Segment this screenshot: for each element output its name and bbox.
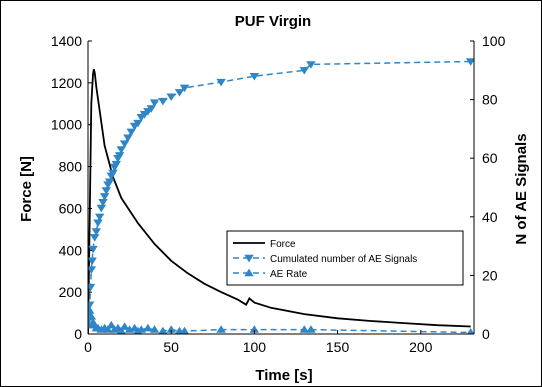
data-point <box>166 93 176 102</box>
data-point <box>119 140 130 148</box>
data-point <box>108 169 118 178</box>
data-point <box>94 213 105 222</box>
y-tick-label-right: 40 <box>482 209 498 225</box>
y-tick-label-left: 400 <box>59 242 83 258</box>
data-point <box>88 312 97 320</box>
data-point <box>174 89 185 97</box>
series-line <box>88 69 471 334</box>
data-point <box>143 323 153 332</box>
plot-area <box>88 41 474 334</box>
data-point <box>99 193 110 201</box>
data-point <box>216 325 226 333</box>
data-point <box>103 325 113 333</box>
data-point <box>98 198 108 207</box>
legend-label: Force <box>270 239 296 250</box>
y-tick-label-left: 600 <box>59 200 83 216</box>
y-tick-label-left: 800 <box>59 159 83 175</box>
data-point <box>465 58 474 66</box>
chart-title: PUF Virgin <box>235 13 311 30</box>
x-axis-label: Time [s] <box>255 367 312 384</box>
y-tick-label-left: 0 <box>74 326 82 342</box>
y-tick-label-right: 60 <box>482 150 498 166</box>
axes-layer: 0 50 100 150 200 0 200 400 600 800 1000 1200 1400 0 20… <box>51 33 506 355</box>
data-point <box>467 328 474 334</box>
series-1 <box>88 58 474 324</box>
data-point <box>101 187 112 195</box>
y-tick-label-right: 100 <box>482 33 506 49</box>
series-layer <box>88 58 474 334</box>
data-point <box>133 119 143 128</box>
y-tick-label-right: 20 <box>482 267 498 283</box>
data-point <box>119 322 130 330</box>
data-point <box>146 105 156 113</box>
data-point <box>149 325 160 333</box>
y-tick-label-right: 0 <box>482 326 490 342</box>
data-point <box>249 72 260 81</box>
data-point <box>88 306 95 314</box>
data-point <box>179 84 190 93</box>
y-axis-label-left: Force [N] <box>18 156 35 222</box>
y-tick-label-left: 1400 <box>51 33 82 49</box>
data-point <box>104 178 115 186</box>
data-point <box>306 325 316 333</box>
data-point <box>106 320 117 329</box>
legend: Force Cumulated number of AE Signals AE Ra… <box>226 230 464 286</box>
plot-background <box>88 41 474 334</box>
y-tick-label-left: 1000 <box>51 117 82 133</box>
data-point <box>88 245 98 254</box>
data-point <box>216 78 226 87</box>
data-point <box>123 134 133 143</box>
legend-label: AE Rate <box>270 269 308 280</box>
x-tick-label: 50 <box>163 339 179 355</box>
data-point <box>96 204 107 213</box>
data-point <box>149 99 160 107</box>
data-point <box>158 97 168 106</box>
x-tick-label: 150 <box>326 339 350 355</box>
data-point <box>114 152 125 160</box>
series-2 <box>88 306 474 334</box>
legend-swatch-marker <box>244 254 254 263</box>
legend-box <box>226 230 464 286</box>
series-0 <box>88 69 471 334</box>
y-tick-label-left: 1200 <box>51 75 82 91</box>
y-axis-label-right: N of AE Signals <box>513 133 530 244</box>
data-point <box>299 325 310 333</box>
x-tick-label: 200 <box>409 339 433 355</box>
data-point <box>93 219 103 228</box>
legend-swatch-marker <box>244 268 254 277</box>
data-point <box>88 257 97 266</box>
data-point <box>306 61 316 69</box>
data-point <box>136 325 146 333</box>
data-point <box>126 128 136 137</box>
data-point <box>111 160 122 169</box>
data-point <box>88 266 97 274</box>
data-point <box>299 67 310 75</box>
x-tick-label: 0 <box>84 339 92 355</box>
y-tick-label-right: 80 <box>482 92 498 108</box>
y-tick-label-left: 200 <box>59 284 83 300</box>
legend-label: Cumulated number of AE Signals <box>270 254 417 265</box>
data-point <box>89 234 100 242</box>
x-tick-label: 100 <box>243 339 267 355</box>
data-point <box>116 146 126 154</box>
data-point <box>91 228 102 236</box>
